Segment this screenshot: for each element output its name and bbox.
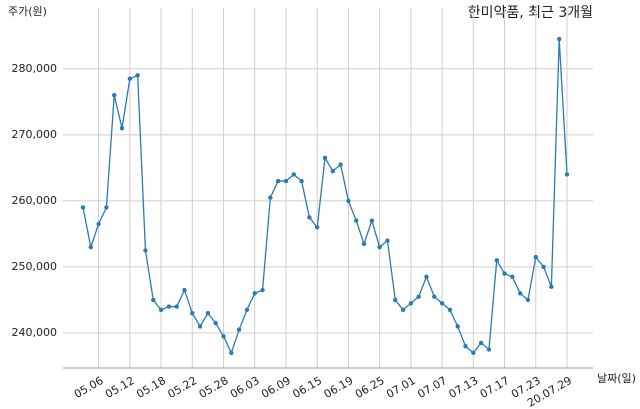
price-point <box>486 347 492 352</box>
price-point <box>338 162 343 167</box>
price-point <box>564 172 570 177</box>
price-point <box>322 155 328 161</box>
price-point <box>400 307 406 313</box>
price-point <box>182 287 187 293</box>
price-point <box>291 172 296 177</box>
price-point <box>119 126 125 131</box>
price-point <box>432 294 437 299</box>
price-point <box>307 215 312 220</box>
x-tick-label: 06.09 <box>259 374 293 401</box>
price-point <box>314 225 320 230</box>
price-point <box>549 284 554 289</box>
y-tick-label: 250,000 <box>12 260 58 273</box>
price-point <box>260 287 265 293</box>
price-point <box>166 304 172 309</box>
price-point <box>190 310 195 316</box>
x-tick-label: 07.07 <box>415 374 449 401</box>
price-point <box>174 304 179 309</box>
price-point <box>213 320 218 326</box>
price-point <box>385 238 390 243</box>
price-point <box>502 271 507 276</box>
price-point <box>510 274 515 280</box>
x-tick-label: 06.19 <box>322 374 356 401</box>
y-axis-label: 주가(원) <box>8 5 47 18</box>
price-point <box>158 307 164 313</box>
x-tick-label: 07.01 <box>384 374 418 401</box>
price-point <box>268 195 273 200</box>
price-point <box>439 301 445 306</box>
price-point <box>275 178 281 184</box>
price-point <box>88 244 94 250</box>
x-tick-label: 06.03 <box>228 374 262 401</box>
price-point <box>104 205 109 210</box>
price-point <box>525 297 531 303</box>
price-point <box>471 350 476 356</box>
x-tick-label: 06.25 <box>353 374 387 401</box>
price-point <box>447 307 453 313</box>
price-point <box>151 297 156 303</box>
price-point <box>244 307 250 313</box>
price-point <box>143 248 148 253</box>
price-point <box>112 92 117 98</box>
price-point <box>408 301 414 306</box>
price-point <box>330 168 336 174</box>
price-point <box>229 350 234 356</box>
x-tick-label: 05.12 <box>103 374 137 401</box>
price-point <box>361 241 367 247</box>
x-tick-label: 05.28 <box>197 374 231 401</box>
price-point <box>283 178 289 184</box>
price-point <box>478 340 484 346</box>
price-point <box>135 73 140 78</box>
price-point <box>80 205 86 210</box>
price-point <box>197 324 203 329</box>
x-tick-label: 07.17 <box>478 374 512 401</box>
price-point <box>236 327 242 332</box>
x-tick-label: 05.06 <box>72 374 106 401</box>
price-point <box>346 198 351 204</box>
price-point <box>533 254 538 260</box>
price-point <box>517 291 523 296</box>
price-point <box>96 221 101 227</box>
price-point <box>354 218 359 223</box>
price-point <box>494 258 499 263</box>
price-point <box>556 36 562 42</box>
price-point <box>377 244 382 250</box>
chart-title: 한미약품, 최근 3개월 <box>468 5 593 21</box>
x-tick-label: 05.22 <box>166 374 200 401</box>
x-axis-label: 날짜(일) <box>597 371 636 385</box>
y-tick-label: 240,000 <box>12 326 58 339</box>
price-point <box>416 294 421 299</box>
x-tick-label: 05.18 <box>134 374 168 401</box>
price-point <box>541 264 546 270</box>
price-point <box>463 344 468 349</box>
y-tick-label: 270,000 <box>12 128 58 141</box>
price-point <box>424 274 429 280</box>
price-point <box>221 334 226 339</box>
price-line <box>82 39 568 355</box>
price-point <box>205 310 211 316</box>
price-point <box>455 324 460 329</box>
price-point <box>299 178 304 184</box>
y-tick-label: 280,000 <box>12 62 58 75</box>
y-tick-label: 260,000 <box>12 194 58 207</box>
x-tick-label: 06.15 <box>290 374 324 401</box>
price-point <box>127 76 133 81</box>
price-point <box>252 291 257 296</box>
x-tick-label: 07.13 <box>447 374 481 401</box>
price-point <box>393 297 398 303</box>
price-point <box>369 218 375 223</box>
